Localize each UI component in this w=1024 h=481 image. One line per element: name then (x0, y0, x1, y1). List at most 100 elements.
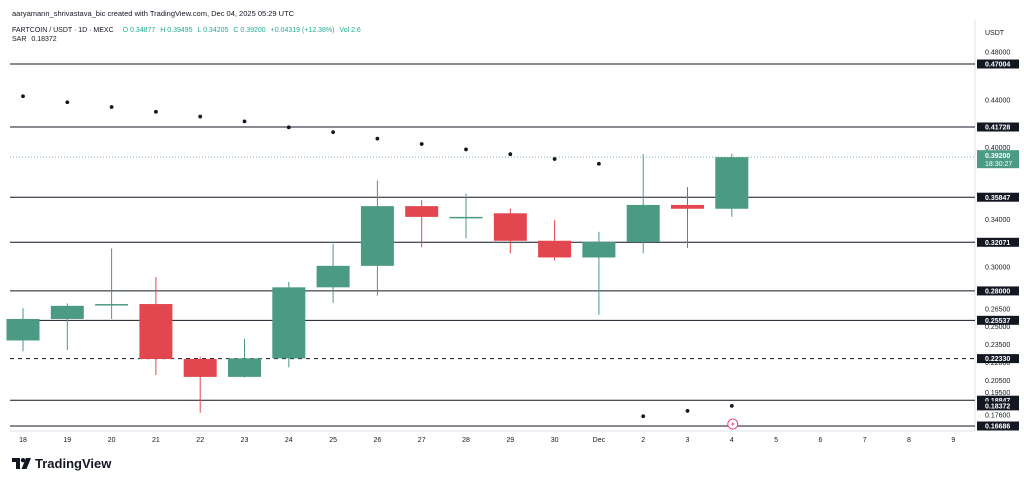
x-tick-label: 30 (551, 437, 559, 444)
sar-dot (419, 142, 424, 146)
x-tick-label: 20 (108, 437, 116, 444)
ohlc-close: C 0.39200 (233, 27, 266, 34)
x-tick-label: 19 (63, 437, 71, 444)
lightning-icon (731, 421, 735, 427)
candle-body[interactable] (449, 216, 483, 219)
level-price-label: 0.16686 (985, 424, 1010, 431)
sar-dot (641, 414, 646, 419)
level-price-badge (977, 192, 1019, 202)
x-tick-label: 22 (196, 437, 204, 444)
level-price-label: 0.18847 (985, 398, 1010, 405)
candle-body[interactable] (715, 157, 749, 209)
sar-dot (331, 130, 335, 135)
tradingview-wordmark: TradingView (35, 456, 112, 471)
x-tick-label: 18 (19, 437, 27, 444)
currency-label[interactable]: USDT (985, 30, 1005, 37)
sar-dot (508, 152, 513, 157)
sar-dot (21, 94, 25, 99)
sar-dot (286, 125, 291, 130)
sar-dot (729, 403, 734, 408)
level-price-badge (977, 122, 1019, 132)
candle-body[interactable] (50, 305, 84, 319)
sar-dot (464, 147, 468, 152)
candle-body[interactable] (272, 287, 306, 359)
candle-body[interactable] (95, 304, 129, 306)
last-price-badge (977, 150, 1019, 169)
x-tick-label: 6 (818, 437, 822, 444)
candle-body[interactable] (228, 358, 261, 377)
candle-body[interactable] (405, 206, 439, 217)
symbol-title[interactable]: FARTCOIN / USDT · 1D · MEXC (12, 27, 114, 34)
tradingview-logo-icon (12, 458, 31, 469)
level-price-label: 0.28000 (985, 289, 1010, 296)
ohlc-low: L 0.34205 (197, 27, 229, 34)
sar-dot (154, 109, 158, 114)
x-tick-label: 9 (951, 437, 955, 444)
ohlc-high: H 0.39495 (160, 27, 193, 34)
sar-dot (198, 114, 203, 119)
x-tick-label: 5 (774, 437, 778, 444)
y-tick-label: 0.48000 (985, 50, 1010, 57)
x-tick-label: 2 (641, 437, 645, 444)
sar-price-badge (977, 401, 1019, 411)
level-price-badge (977, 354, 1019, 364)
x-tick-label: 3 (686, 437, 690, 444)
sar-dot (685, 409, 690, 413)
x-tick-label: Dec (593, 437, 606, 444)
y-tick-label: 0.25000 (985, 324, 1010, 331)
x-tick-label: 8 (907, 437, 911, 444)
candle-body[interactable] (183, 358, 217, 377)
candle-body[interactable] (582, 241, 616, 258)
y-tick-label: 0.30000 (985, 265, 1010, 272)
x-tick-label: 27 (418, 437, 426, 444)
y-tick-label: 0.20500 (985, 378, 1010, 385)
candle-body[interactable] (360, 206, 394, 266)
candle-body[interactable] (671, 204, 704, 209)
level-price-label: 0.41728 (985, 125, 1010, 132)
indicator-legend[interactable]: SAR 0.18372 (12, 36, 57, 43)
candle-body[interactable] (626, 204, 660, 242)
level-price-label: 0.25537 (985, 318, 1010, 325)
level-price-badge (977, 286, 1019, 296)
candle-body[interactable] (6, 318, 40, 341)
x-tick-label: 23 (241, 437, 249, 444)
x-tick-label: 25 (329, 437, 337, 444)
sar-dot (109, 105, 114, 109)
ohlc-change: +0.04319 (+12.38%) (270, 27, 335, 34)
candle-body[interactable] (316, 265, 350, 288)
x-tick-label: 24 (285, 437, 293, 444)
x-tick-label: 29 (506, 437, 514, 444)
level-price-badge (977, 315, 1019, 325)
countdown-label: 18:30:27 (985, 161, 1012, 168)
y-tick-label: 0.26500 (985, 306, 1010, 313)
y-tick-label: 0.40000 (985, 145, 1010, 152)
sar-dot (552, 157, 557, 161)
y-tick-label: 0.44000 (985, 97, 1010, 104)
sar-dot (65, 100, 70, 105)
y-tick-label: 0.22000 (985, 360, 1010, 367)
level-price-label: 0.32071 (985, 240, 1010, 247)
y-tick-label: 0.34000 (985, 217, 1010, 224)
indicator-value: 0.18372 (31, 36, 57, 43)
sar-dot (597, 161, 601, 166)
ohlc-open: O 0.34877 (122, 27, 156, 34)
last-price-label: 0.39200 (985, 153, 1010, 160)
level-price-label: 0.35847 (985, 195, 1010, 202)
sar-price-label: 0.18372 (985, 403, 1010, 410)
indicator-name: SAR (12, 36, 27, 43)
level-price-label: 0.22330 (985, 356, 1010, 363)
x-tick-label: 21 (152, 437, 160, 444)
x-tick-label: 7 (863, 437, 867, 444)
candle-body[interactable] (139, 304, 173, 359)
attribution-text: aaryamann_shrivastava_bic created with T… (12, 9, 295, 18)
level-price-badge (977, 421, 1019, 431)
level-price-badge (977, 237, 1019, 247)
volume-value: Vol 2.6 (339, 27, 361, 34)
tradingview-logo: TradingView (12, 456, 111, 471)
candle-body[interactable] (493, 213, 527, 241)
x-tick-label: 4 (730, 437, 734, 444)
candle-body[interactable] (538, 240, 572, 258)
x-tick-label: 26 (374, 437, 382, 444)
symbol-legend: FARTCOIN / USDT · 1D · MEXC O 0.34877 H … (12, 27, 361, 34)
